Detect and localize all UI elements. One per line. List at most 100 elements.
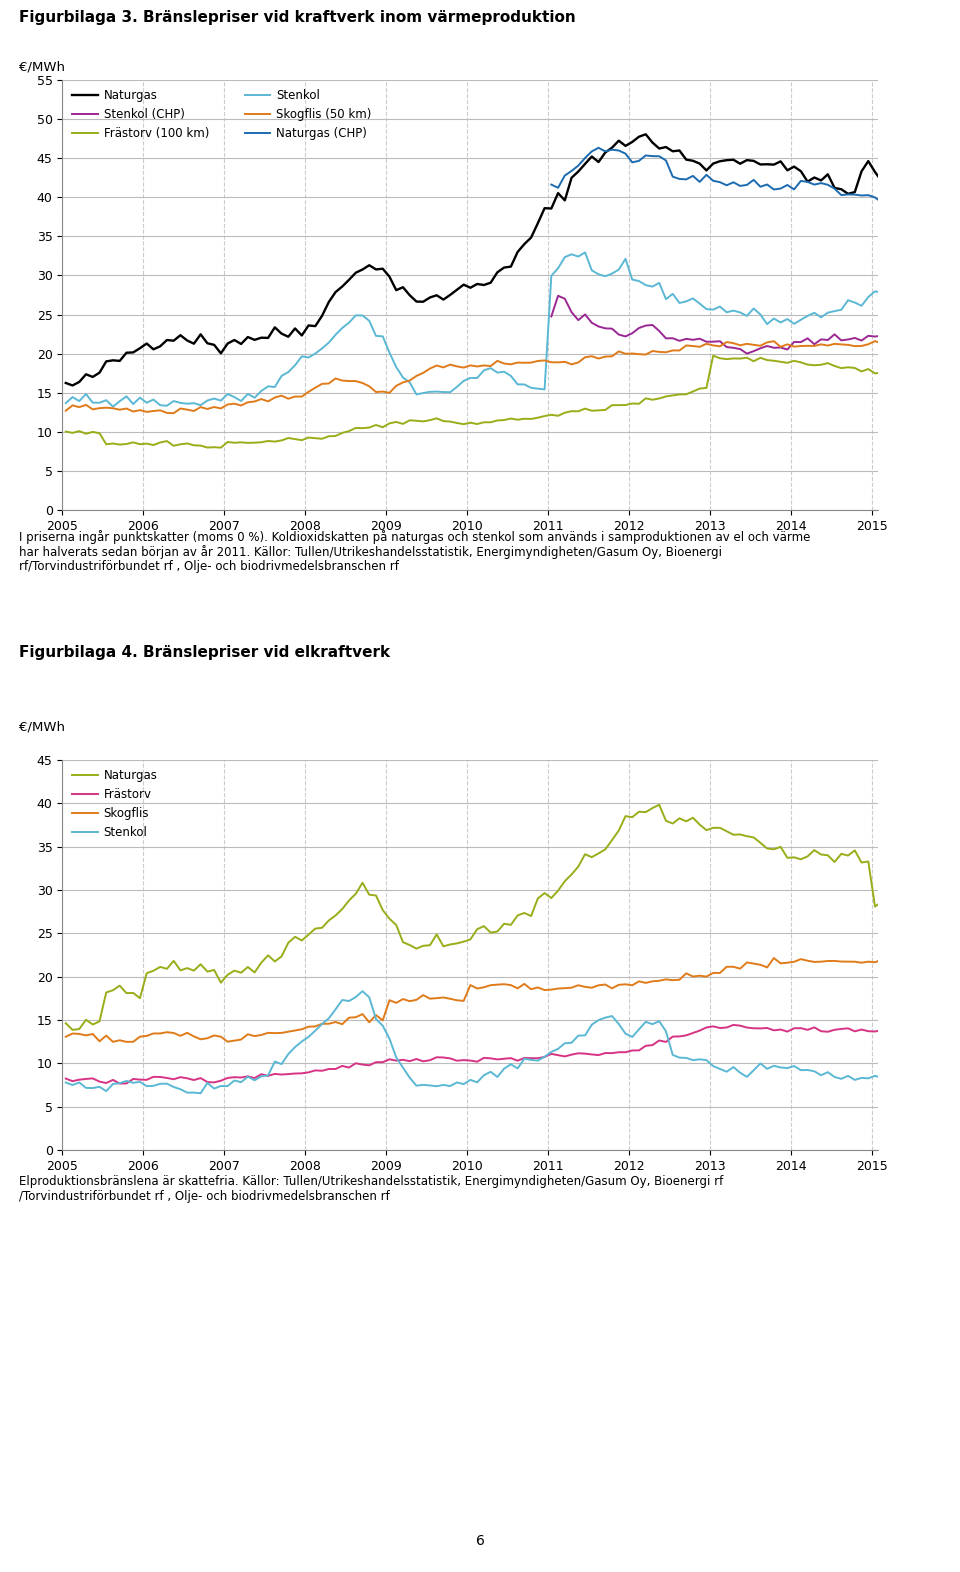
Skogflis (50 km) [337, 371, 348, 390]
Naturgas [781, 160, 793, 179]
Stenkol [579, 244, 590, 263]
Text: €/MWh: €/MWh [19, 60, 65, 72]
Stenkol [60, 1074, 72, 1093]
Stenkol (CHP) [768, 338, 780, 357]
Stenkol [134, 1072, 146, 1091]
Skogflis (50 km) [890, 332, 901, 351]
Naturgas [175, 960, 186, 979]
Stenkol [371, 1009, 382, 1028]
Skogflis (50 km) [364, 377, 375, 396]
Naturgas [67, 376, 79, 395]
Line: Skogflis: Skogflis [66, 957, 949, 1042]
Naturgas [640, 124, 652, 143]
Line: Naturgas: Naturgas [66, 134, 949, 385]
Legend: Naturgas, Frästorv, Skogflis, Stenkol: Naturgas, Frästorv, Skogflis, Stenkol [68, 766, 161, 843]
Naturgas [788, 157, 800, 176]
Text: 6: 6 [475, 1534, 485, 1548]
Stenkol (CHP) [944, 341, 955, 360]
Naturgas [60, 374, 72, 393]
Frästorv (100 km) [708, 346, 719, 365]
Text: Elproduktionsbränslena är skattefria. Källor: Tullen/Utrikeshandelsstatistik, En: Elproduktionsbränslena är skattefria. Kä… [19, 1174, 724, 1188]
Text: Figurbilaga 3. Bränslepriser vid kraftverk inom värmeproduktion: Figurbilaga 3. Bränslepriser vid kraftve… [19, 9, 576, 25]
Skogflis [121, 1033, 132, 1052]
Legend: Naturgas, Stenkol (CHP), Frästorv (100 km), Stenkol, Skogflis (50 km), Naturgas : Naturgas, Stenkol (CHP), Frästorv (100 k… [68, 86, 375, 143]
Frästorv (100 km) [364, 418, 375, 437]
Frästorv [175, 1067, 186, 1086]
Stenkol [195, 1083, 206, 1102]
Stenkol [357, 982, 369, 1001]
Naturgas [337, 277, 348, 296]
Line: Naturgas: Naturgas [66, 805, 949, 1030]
Skogflis (50 km) [134, 401, 146, 420]
Stenkol [337, 319, 348, 338]
Text: I priserna ingår punktskatter (moms 0 %). Koldioxidskatten på naturgas och stenk: I priserna ingår punktskatter (moms 0 %)… [19, 530, 810, 544]
Skogflis [775, 954, 786, 973]
Frästorv [788, 1019, 800, 1038]
Frästorv [781, 1022, 793, 1041]
Stenkol [60, 393, 72, 412]
Naturgas [141, 964, 153, 982]
Text: har halverats sedan början av år 2011. Källor: Tullen/Utrikeshandelsstatistik, E: har halverats sedan början av år 2011. K… [19, 545, 722, 560]
Frästorv (100 km) [215, 439, 227, 457]
Naturgas [364, 256, 375, 275]
Stenkol [337, 990, 348, 1009]
Frästorv [141, 1071, 153, 1089]
Frästorv (100 km) [168, 437, 180, 456]
Skogflis (50 km) [168, 404, 180, 423]
Line: Skogflis (50 km): Skogflis (50 km) [66, 341, 949, 413]
Frästorv [60, 1069, 72, 1088]
Naturgas [60, 1014, 72, 1033]
Line: Stenkol: Stenkol [66, 253, 949, 407]
Frästorv (100 km) [788, 352, 800, 371]
Naturgas [337, 899, 348, 918]
Stenkol [788, 1056, 800, 1075]
Frästorv (100 km) [944, 365, 955, 384]
Skogflis [781, 953, 793, 971]
Frästorv [364, 1056, 375, 1075]
Naturgas [788, 847, 800, 866]
Stenkol [168, 1077, 180, 1096]
Naturgas [944, 909, 955, 927]
Frästorv (100 km) [134, 435, 146, 454]
Frästorv [114, 1074, 126, 1093]
Frästorv [728, 1016, 739, 1034]
Stenkol (CHP) [775, 338, 786, 357]
Naturgas [141, 335, 153, 354]
Frästorv (100 km) [337, 423, 348, 442]
Stenkol [944, 1072, 955, 1091]
Stenkol [175, 393, 186, 412]
Stenkol [364, 311, 375, 330]
Frästorv (100 km) [781, 354, 793, 373]
Skogflis [903, 948, 915, 967]
Skogflis [364, 1012, 375, 1031]
Frästorv (100 km) [60, 421, 72, 440]
Naturgas [944, 193, 955, 212]
Text: €/MWh: €/MWh [19, 720, 65, 733]
Skogflis (50 km) [175, 399, 186, 418]
Stenkol [944, 270, 955, 289]
Skogflis (50 km) [60, 401, 72, 420]
Stenkol [141, 393, 153, 412]
Frästorv [944, 1023, 955, 1042]
Skogflis [337, 1016, 348, 1034]
Line: Stenkol: Stenkol [66, 992, 949, 1093]
Line: Naturgas (CHP): Naturgas (CHP) [551, 148, 949, 214]
Text: /Torvindustriförbundet rf , Olje- och biodrivmedelsbranschen rf: /Torvindustriförbundet rf , Olje- och bi… [19, 1190, 390, 1203]
Skogflis [60, 1028, 72, 1047]
Text: rf/Torvindustriförbundet rf , Olje- och biodrivmedelsbranschen rf: rf/Torvindustriförbundet rf , Olje- och … [19, 560, 399, 574]
Naturgas [654, 795, 665, 814]
Line: Frästorv: Frästorv [66, 1025, 949, 1083]
Naturgas [175, 325, 186, 344]
Naturgas (CHP) [768, 181, 780, 200]
Text: Figurbilaga 4. Bränslepriser vid elkraftverk: Figurbilaga 4. Bränslepriser vid elkraft… [19, 645, 391, 660]
Frästorv [337, 1056, 348, 1075]
Stenkol [108, 398, 119, 417]
Naturgas (CHP) [775, 179, 786, 198]
Naturgas (CHP) [944, 203, 955, 222]
Naturgas [67, 1020, 79, 1039]
Stenkol [781, 1058, 793, 1077]
Stenkol [781, 310, 793, 329]
Line: Frästorv (100 km): Frästorv (100 km) [66, 355, 949, 448]
Stenkol [788, 314, 800, 333]
Skogflis [944, 951, 955, 970]
